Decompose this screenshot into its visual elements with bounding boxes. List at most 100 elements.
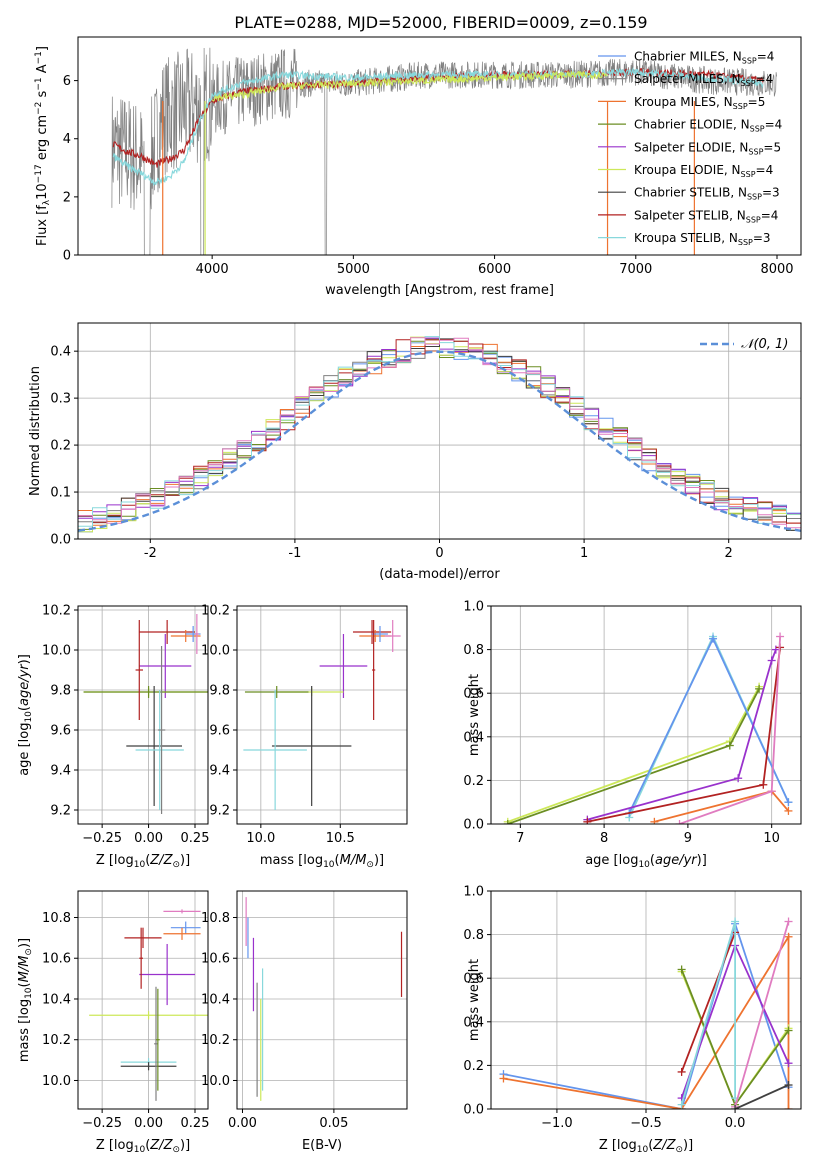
y-tick-label: 9.8 — [209, 684, 230, 699]
y-tick-label: 1.0 — [463, 885, 484, 900]
x-tick-label: 7 — [516, 831, 524, 846]
y-axis-label-part: age [log — [17, 723, 32, 776]
panel-residuals: -2 -1 0 1 2 0.0 0.1 0.2 0.3 0.4 𝒩(0, 1) (data-model… — [28, 322, 802, 582]
legend-sub: SSP — [748, 147, 763, 156]
x-tick-label: 4000 — [196, 262, 229, 277]
x-axis-label-part: age/yr — [655, 853, 698, 868]
legend-count: =4 — [756, 163, 774, 177]
x-axis-label-part: ( — [648, 1138, 653, 1153]
x-tick-label: 6000 — [478, 262, 511, 277]
x-tick-label: 1 — [580, 546, 588, 561]
legend-entry: Chabrier ELODIE, NSSP=4 — [634, 118, 782, 134]
y-tick-label: 9.6 — [50, 724, 71, 739]
x-axis-label-part: )] — [683, 1138, 693, 1153]
axes-frame — [236, 890, 408, 1110]
histogram-series — [78, 336, 801, 533]
axes-frame — [77, 890, 209, 1110]
legend-name: Kroupa MILES, N — [634, 95, 733, 109]
x-axis-label-part: ⊙ — [675, 1145, 683, 1155]
x-axis-label: Z [log10(Z/Z⊙)] — [599, 1138, 693, 1155]
x-axis-label-part: )] — [697, 853, 707, 868]
weight-series — [628, 634, 790, 818]
y-axis-label: mass [log10(M/M⊙)] — [17, 938, 34, 1062]
x-axis-label: wavelength [Angstrom, rest frame] — [325, 283, 554, 298]
y-axis-label-part: Flux [f — [35, 205, 50, 246]
y-tick-label: 9.4 — [50, 764, 71, 779]
weight-series — [679, 636, 781, 824]
x-axis-label-part: Z [log — [96, 853, 134, 868]
observed-spectrum — [111, 47, 777, 255]
x-axis-label-part: 10 — [323, 860, 335, 870]
y-axis-label-part: mass weight — [467, 959, 482, 1041]
legend-sub: SSP — [750, 125, 765, 134]
x-tick-label: -1 — [288, 546, 301, 561]
panel-age_vs_mass: 10.0 10.5 9.2 9.4 9.6 9.8 10.0 10.2 mass [log10(… — [201, 604, 408, 870]
y-tick-label: 0.0 — [50, 533, 71, 548]
y-axis-label-part: age/yr — [17, 663, 32, 706]
y-tick-label: 10.0 — [42, 644, 71, 659]
y-tick-label: 10.2 — [201, 604, 230, 619]
legend-name: Salpeter MILES, N — [634, 72, 741, 86]
y-axis-label-part: s — [35, 90, 50, 101]
x-axis-label-part: ( — [145, 1138, 150, 1153]
x-axis-label: Z [log10(Z/Z⊙)] — [96, 853, 190, 870]
x-tick-label: 0.00 — [134, 831, 163, 846]
axes-frame — [236, 605, 408, 825]
y-tick-label: 9.4 — [209, 764, 230, 779]
weight-series — [680, 932, 736, 1073]
legend-sub: SSP — [741, 79, 756, 88]
y-tick-label: 10.2 — [42, 1033, 71, 1048]
weight-series — [734, 1084, 789, 1109]
model-spectrum — [112, 66, 764, 187]
plot-area — [491, 891, 801, 1109]
y-tick-label: 1.0 — [463, 600, 484, 615]
plot-area — [78, 606, 208, 824]
y-axis-label-part: −2 — [34, 102, 44, 115]
y-tick-label: 0 — [63, 249, 71, 264]
x-tick-label: 5000 — [337, 262, 370, 277]
y-axis-label-part: mass [log — [17, 999, 32, 1062]
y-axis-label: Normed distribution — [28, 366, 43, 496]
y-axis-label-part: )] — [17, 938, 32, 948]
model-spectrum — [211, 70, 608, 102]
legend-entry: Chabrier MILES, NSSP=4 — [634, 50, 774, 66]
y-tick-label: 10.2 — [201, 1033, 230, 1048]
y-axis-label-part: Normed distribution — [28, 366, 43, 496]
x-axis-label-part: ( — [650, 853, 655, 868]
legend-name: Kroupa STELIB, N — [634, 231, 738, 245]
x-tick-label: 0.05 — [319, 1116, 348, 1131]
axes-frame — [490, 890, 802, 1110]
y-tick-label: 2 — [63, 190, 71, 205]
axes-frame — [77, 36, 802, 256]
y-tick-label: 10.2 — [42, 604, 71, 619]
axes-frame — [77, 605, 209, 825]
y-tick-label: 6 — [63, 74, 71, 89]
plot-area — [78, 891, 208, 1109]
y-axis-label-part: ⊙ — [24, 948, 34, 956]
figure-title: PLATE=0288, MJD=52000, FIBERID=0009, z=0… — [234, 13, 647, 32]
legend-count: =4 — [756, 72, 774, 86]
legend-name: Chabrier ELODIE, N — [634, 118, 750, 132]
y-tick-label: 0.1 — [50, 486, 71, 501]
plot-area — [78, 323, 801, 539]
y-tick-label: 0.8 — [463, 928, 484, 943]
x-axis-label-part: ( — [335, 853, 340, 868]
legend-name: Kroupa ELODIE, N — [634, 163, 741, 177]
y-axis-label-part: mass weight — [467, 674, 482, 756]
y-tick-label: 0.0 — [463, 1103, 484, 1118]
histogram-series — [78, 337, 801, 529]
legend-count: =5 — [748, 95, 766, 109]
legend-entry: Kroupa MILES, NSSP=5 — [634, 95, 765, 111]
legend-count: =3 — [753, 231, 771, 245]
panel-age_vs_Z: −0.25 0.00 0.259.29.49.69.810.010.2Z [log1… — [17, 604, 209, 871]
x-axis-label-part: Z [log — [96, 1138, 134, 1153]
x-tick-label: 10 — [763, 831, 780, 846]
weight-series — [680, 921, 736, 1105]
x-axis-label-part: 10 — [134, 860, 146, 870]
y-tick-label: 10.6 — [201, 952, 230, 967]
legend-entry: Chabrier STELIB, NSSP=3 — [634, 186, 780, 202]
legend-sub: SSP — [746, 215, 761, 224]
x-axis-label-part: Z/Z — [652, 1138, 676, 1153]
x-axis-label-part: 10 — [637, 1145, 649, 1155]
